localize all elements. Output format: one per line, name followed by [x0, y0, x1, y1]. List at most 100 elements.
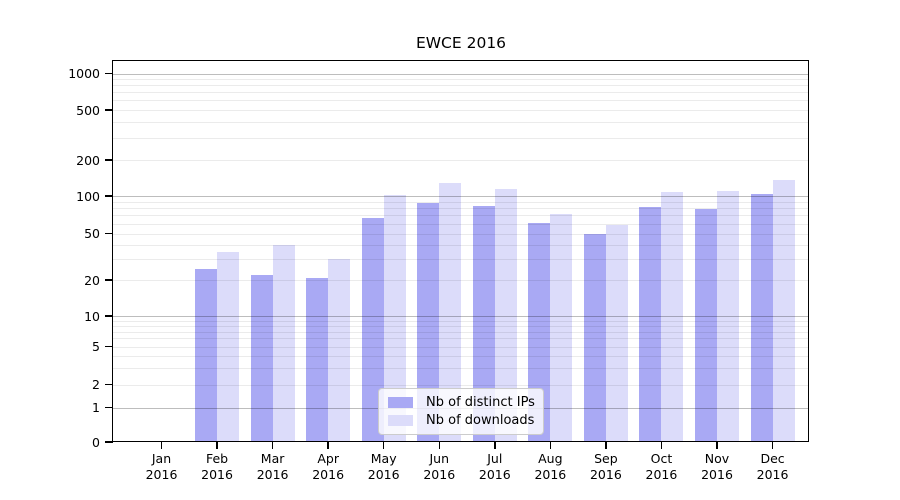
bar-downloads-apr — [328, 259, 351, 442]
x-tick-mark — [716, 442, 718, 449]
gridline-major — [113, 316, 809, 317]
gridline-minor — [113, 280, 809, 281]
bar-distinct-ips-sep — [583, 233, 606, 442]
y-tick-label: 0 — [92, 434, 100, 450]
x-tick-label-mar: Mar 2016 — [245, 451, 301, 483]
bar-downloads-feb — [217, 251, 240, 442]
gridline-minor — [113, 92, 809, 94]
x-tick-month: Mar — [260, 451, 285, 466]
x-tick-label-oct: Oct 2016 — [633, 451, 689, 483]
x-tick-label-nov: Nov 2016 — [689, 451, 745, 483]
x-tick-year: 2016 — [367, 467, 400, 482]
gridline-minor — [113, 320, 809, 322]
y-tick-mark — [105, 315, 113, 317]
y-tick-label: 1000 — [68, 66, 100, 81]
x-tick-year: 2016 — [534, 467, 567, 482]
x-tick-year: 2016 — [701, 467, 733, 482]
x-tick-label-apr: Apr 2016 — [300, 451, 356, 483]
bar-distinct-ips-feb — [195, 268, 218, 442]
bar-distinct-ips-apr — [306, 277, 329, 442]
y-tick-mark — [105, 345, 113, 348]
x-tick-year: 2016 — [256, 467, 289, 482]
gridline-minor — [113, 355, 809, 357]
gridline-minor — [113, 338, 809, 340]
x-tick-year: 2016 — [312, 467, 345, 482]
y-tick-label: 10 — [84, 308, 100, 324]
bar-distinct-ips-aug — [528, 222, 551, 442]
y-tick-mark — [105, 441, 113, 443]
gridline-minor — [113, 215, 809, 217]
x-tick-mark — [549, 442, 552, 449]
legend-label: Nb of downloads — [426, 413, 535, 429]
legend-label: Nb of distinct IPs — [426, 394, 535, 410]
bar-downloads-jul — [494, 189, 517, 442]
x-tick-month: Jun — [429, 451, 450, 466]
bar-distinct-ips-jun — [417, 202, 440, 442]
bar-distinct-ips-mar — [250, 275, 273, 442]
x-tick-month: Feb — [205, 451, 229, 466]
gridline-minor — [113, 208, 809, 210]
bar-distinct-ips-nov — [695, 208, 717, 442]
y-tick-mark — [105, 383, 113, 386]
legend-row-downloads: Nb of downloads — [388, 413, 534, 428]
y-tick-label: 200 — [76, 152, 100, 168]
x-tick-mark — [494, 442, 496, 449]
x-tick-mark — [438, 442, 440, 449]
bar-downloads-nov — [717, 191, 739, 442]
gridline-minor — [113, 160, 809, 161]
gridline-minor — [113, 331, 809, 333]
x-tick-year: 2016 — [478, 467, 511, 482]
x-tick-label-dec: Dec 2016 — [745, 451, 801, 483]
y-tick-label: 5 — [92, 339, 100, 354]
x-tick-mark — [771, 442, 774, 449]
bar-downloads-mar — [272, 244, 295, 442]
gridline-major — [113, 196, 809, 197]
y-tick-mark — [105, 232, 113, 235]
x-tick-mark — [216, 442, 218, 449]
chart-title: EWCE 2016 — [415, 34, 507, 52]
gridline-minor — [113, 223, 809, 225]
bar-downloads-may — [383, 195, 406, 442]
y-tick-label: 2 — [92, 377, 100, 392]
y-tick-mark — [105, 406, 113, 409]
x-tick-month: Dec — [760, 451, 785, 466]
y-tick-label: 100 — [76, 188, 100, 204]
gridline-minor — [113, 325, 809, 327]
bar-downloads-oct — [661, 191, 684, 442]
y-tick-mark — [105, 195, 113, 197]
gridline-minor — [113, 384, 809, 386]
x-tick-mark — [382, 442, 385, 449]
gridline-minor — [113, 122, 809, 124]
gridline-minor — [113, 100, 809, 102]
y-tick-label: 500 — [76, 102, 100, 118]
x-tick-label-jun: Jun 2016 — [411, 451, 467, 483]
x-tick-mark — [160, 442, 163, 449]
y-tick-mark — [105, 72, 113, 75]
x-tick-month: Jan — [151, 451, 172, 466]
gridline-minor — [113, 110, 809, 111]
x-tick-month: Nov — [704, 451, 730, 466]
gridline-minor — [113, 201, 809, 203]
x-tick-mark — [271, 442, 274, 449]
gridline-minor — [113, 244, 809, 246]
x-tick-month: Sep — [594, 451, 618, 466]
legend-row-distinct-ips: Nb of distinct IPs — [388, 394, 535, 410]
bar-distinct-ips-dec — [750, 194, 773, 442]
y-tick-label: 1 — [92, 400, 100, 415]
x-tick-label-may: May 2016 — [356, 451, 412, 483]
y-tick-label: 50 — [84, 226, 100, 241]
x-tick-label-sep: Sep 2016 — [578, 451, 634, 483]
y-tick-label: 20 — [84, 272, 100, 288]
gridline-minor — [113, 85, 809, 87]
legend-swatch — [388, 415, 413, 427]
x-tick-month: Apr — [317, 451, 339, 466]
x-tick-label-feb: Feb 2016 — [189, 451, 245, 483]
bar-downloads-dec — [772, 180, 795, 442]
x-tick-label-jan: Jan 2016 — [134, 451, 190, 483]
x-tick-label-aug: Aug 2016 — [522, 451, 578, 483]
gridline-minor — [113, 233, 809, 235]
x-tick-year: 2016 — [589, 467, 622, 482]
bar-distinct-ips-may — [361, 218, 384, 442]
x-tick-month: Jul — [487, 451, 503, 466]
